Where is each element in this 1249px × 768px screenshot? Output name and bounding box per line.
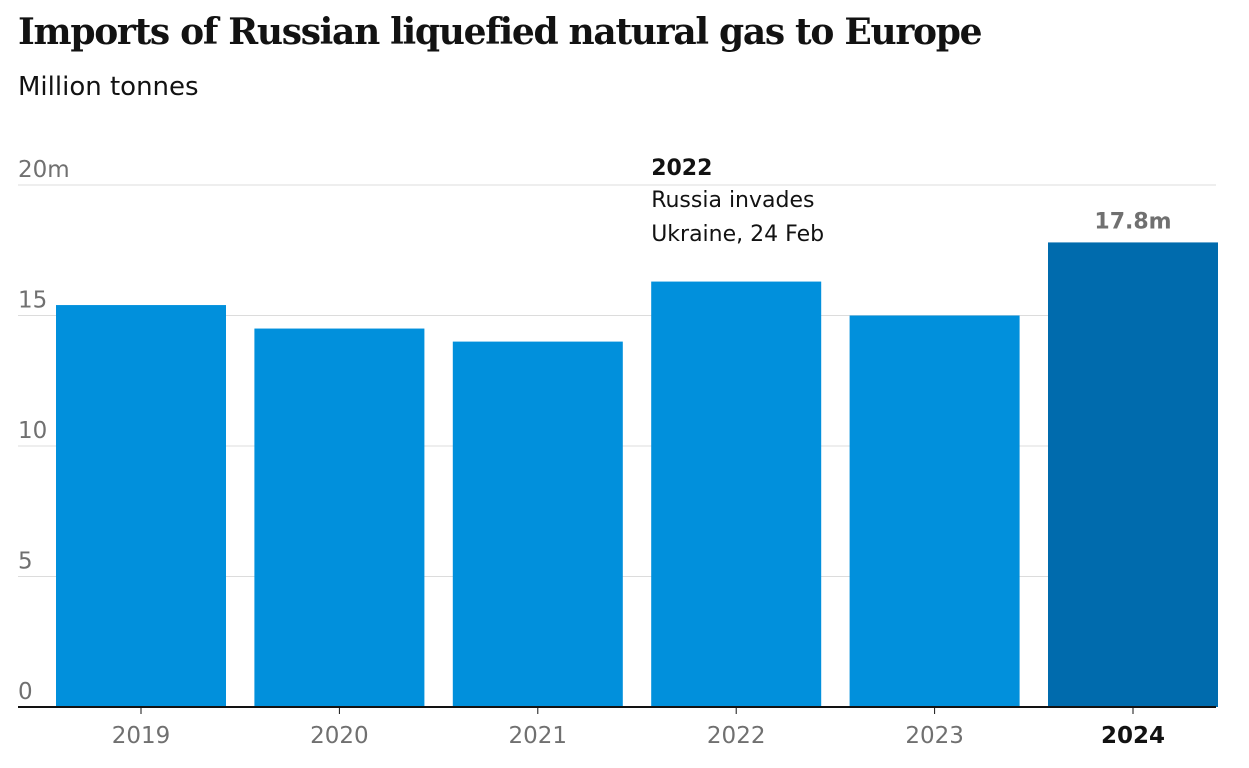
y-tick-label: 20m [18,157,70,183]
annotation-line: Ukraine, 24 Feb [651,222,824,247]
bar-2023 [849,315,1020,707]
x-tick-label: 2019 [112,723,171,749]
y-tick-label: 0 [18,679,33,705]
x-tick-label: 2024 [1101,723,1165,749]
bar-2024 [1048,242,1218,708]
y-tick-label: 10 [18,418,47,444]
y-tick-label: 15 [18,288,47,314]
bar-2019 [56,305,226,707]
x-tick-label: 2020 [310,723,369,749]
y-tick-label: 5 [18,549,33,575]
bars [56,242,1218,708]
chart-subtitle: Million tonnes [18,72,199,102]
bar-2021 [452,341,623,707]
axes [18,706,1216,714]
x-tick-label: 2022 [707,723,766,749]
annotation-title: 2022 [651,156,712,181]
value-label-2024: 17.8m [1094,209,1171,234]
bar-2022 [651,281,822,707]
bar-2020 [254,328,425,707]
x-tick-label: 2021 [509,723,568,749]
chart-title: Imports of Russian liquefied natural gas… [18,11,983,53]
annotation-line: Russia invades [651,188,814,213]
labels: 0 5 10 15 20m 2019 2020 2021 2022 2023 2024 17.8m 20… [18,156,1172,749]
x-tick-label: 2023 [905,723,964,749]
